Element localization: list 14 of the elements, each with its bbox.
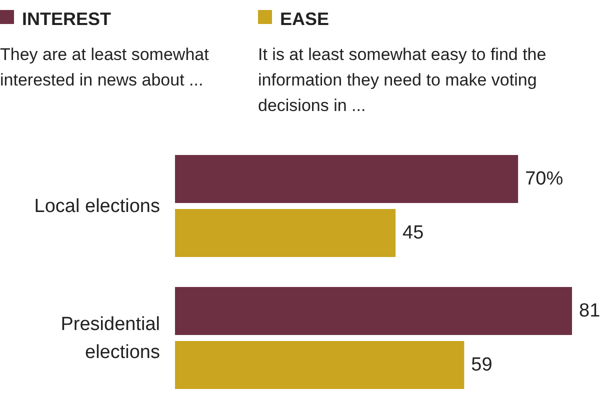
bar <box>175 155 518 203</box>
bar <box>175 209 396 257</box>
data-label: 59 <box>471 354 492 376</box>
legend-label: EASE <box>280 9 330 29</box>
data-label: 70% <box>525 168 564 190</box>
data-label: 81 <box>579 300 600 322</box>
y-tick-label: Presidential elections <box>60 314 160 362</box>
text: It is at least somewhat easy to find the information they need to make voting decisions in ... <box>258 45 546 115</box>
y-tick-label: Local elections <box>34 196 160 216</box>
text: They are at least somewhat interested in news about ... <box>0 45 210 90</box>
data-label: 45 <box>402 222 424 244</box>
bar <box>175 287 572 335</box>
legend-label: INTEREST <box>22 9 112 29</box>
bar <box>175 341 464 389</box>
